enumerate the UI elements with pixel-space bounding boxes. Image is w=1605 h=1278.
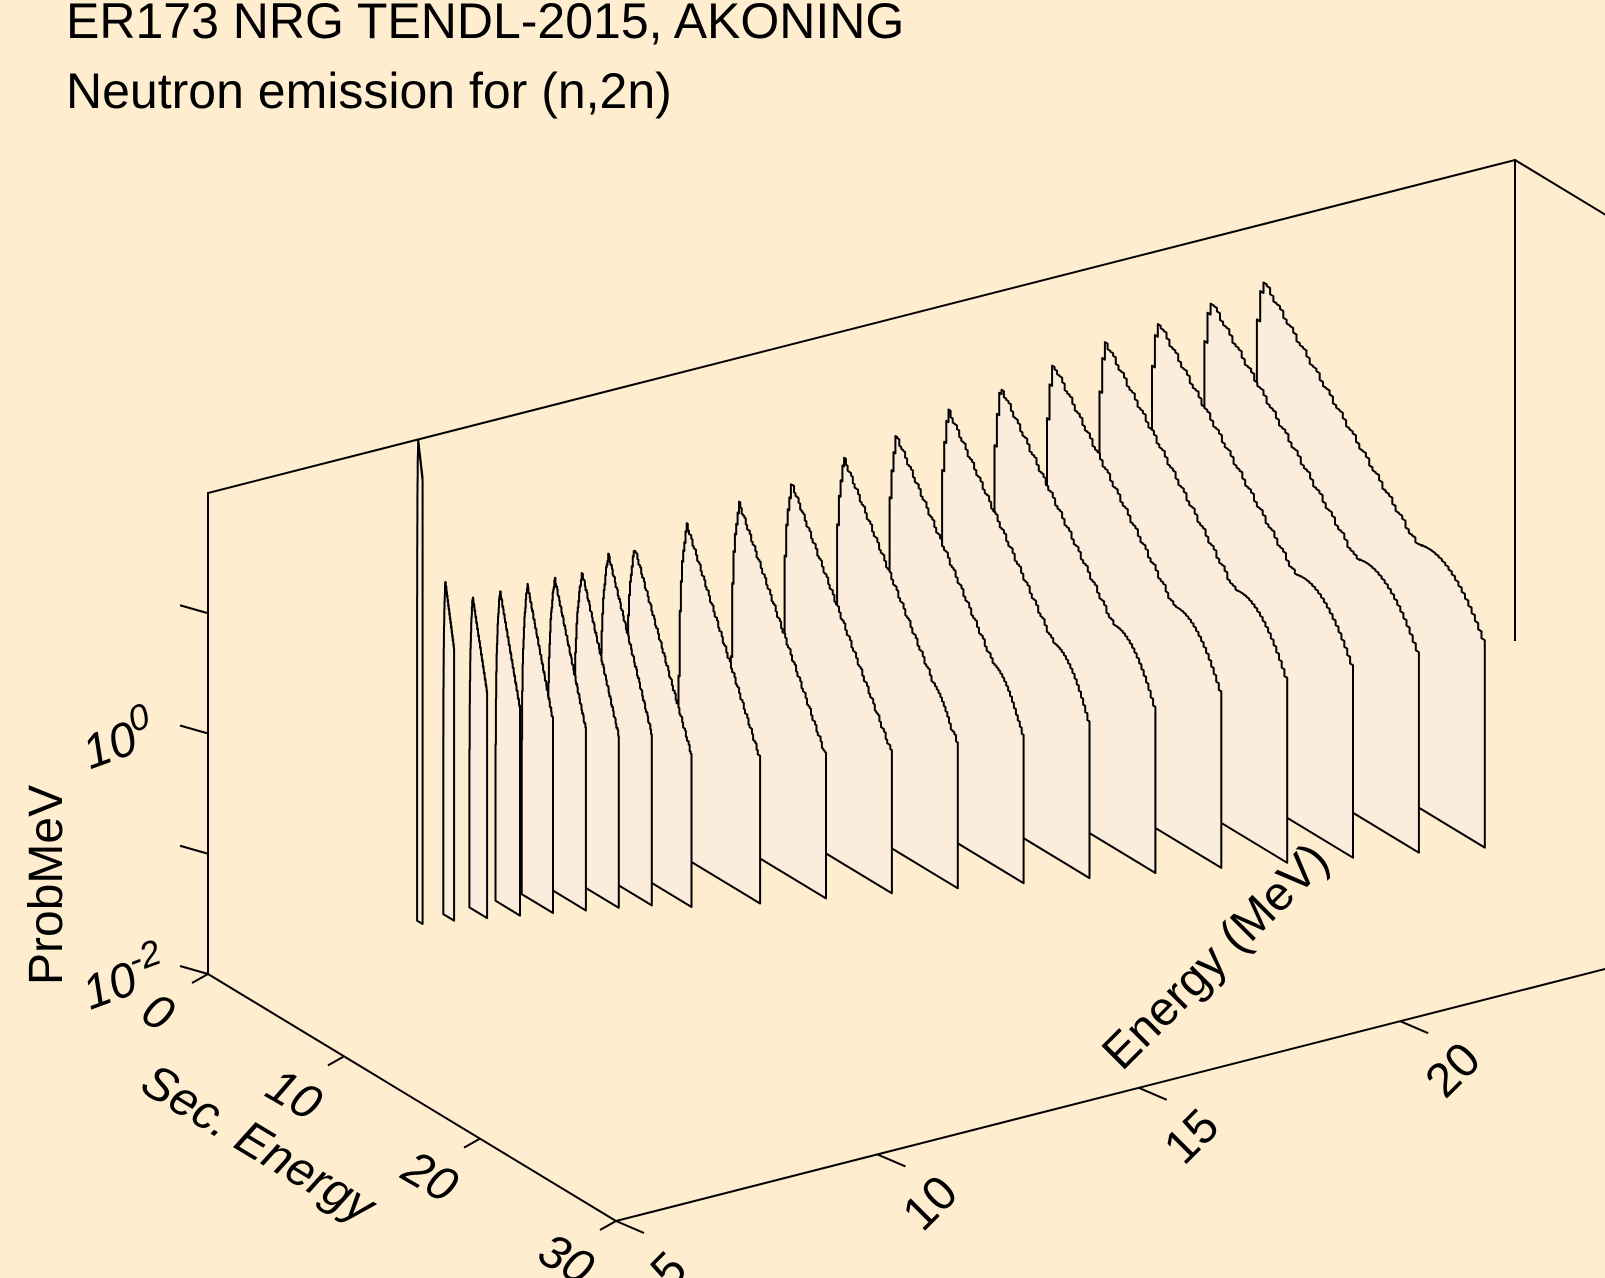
spectrum-10.5 (494, 590, 521, 917)
z-tick (179, 724, 209, 735)
z-axis-label: ProbMeV (20, 785, 73, 985)
y-tick-label-5: 5 (641, 1242, 697, 1278)
x-tick-label-30: 30 (529, 1223, 602, 1278)
x-axis-label: Sec. Energy (132, 1054, 386, 1236)
x-axis-line (207, 973, 617, 1222)
spectrum-9 (416, 439, 424, 925)
y-tick-5 (615, 1220, 645, 1234)
x-tick-0 (191, 973, 209, 984)
x-tick-20 (463, 1137, 481, 1149)
spectrum-11 (520, 582, 554, 914)
spectrum-10 (468, 596, 489, 920)
z-tick (179, 604, 209, 615)
spectrum-9.5 (442, 581, 456, 922)
y-tick-label-10: 10 (893, 1166, 968, 1241)
chart-title: ER173 NRG TENDL-2015, AKONING (66, 0, 904, 49)
y-tick-15 (1138, 1086, 1168, 1101)
y-tick-label-20: 20 (1416, 1033, 1491, 1108)
x-tick-label-0: 0 (133, 983, 183, 1042)
z-tick (179, 965, 209, 975)
z-tick (179, 844, 209, 855)
spectrum-14 (677, 522, 762, 905)
chart-subtitle: Neutron emission for (n,2n) (66, 63, 672, 119)
y-axis-label: Energy (MeV) (1092, 833, 1339, 1080)
spectrum-11.5 (546, 576, 587, 912)
x-tick-label-20: 20 (393, 1140, 467, 1213)
y-tick-20 (1399, 1020, 1429, 1035)
y-tick-label-15: 15 (1154, 1099, 1229, 1174)
y-axis-line (615, 967, 1605, 1222)
x-tick-10 (327, 1055, 345, 1067)
z-tick-label-0: 100 (72, 695, 163, 780)
x-tick-30 (599, 1220, 617, 1231)
frame-right-wall (1514, 159, 1605, 216)
spectra-series (416, 281, 1486, 925)
y-tick-10 (877, 1153, 906, 1168)
